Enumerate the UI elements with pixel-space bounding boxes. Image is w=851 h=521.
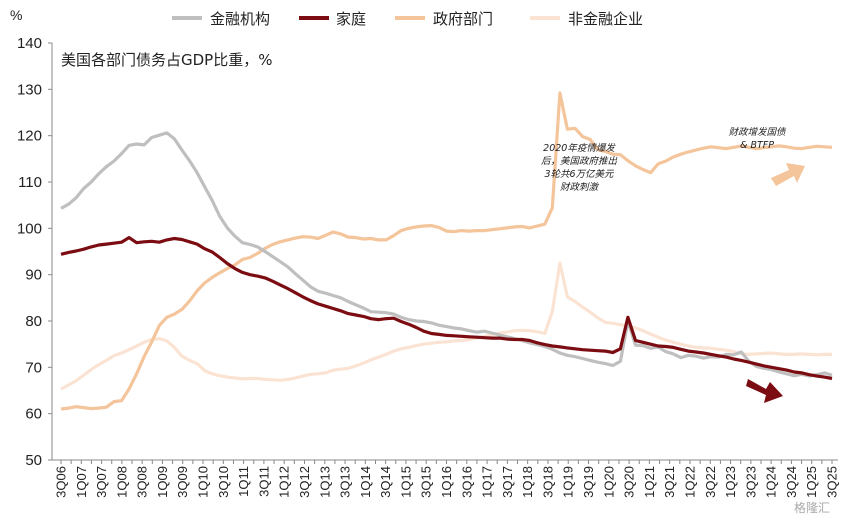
x-tick-label: 3Q24 xyxy=(784,466,799,498)
x-tick-label: 1Q16 xyxy=(439,466,454,498)
annotation-covid-line-2: 后，美国政府推出 xyxy=(541,155,618,167)
x-tick-label: 3Q10 xyxy=(216,466,231,498)
x-tick-label: 1Q12 xyxy=(277,466,292,498)
annotation-btfp-line-1: 财政增发国债 xyxy=(728,126,787,138)
y-tick-label: 100 xyxy=(17,220,42,237)
legend-label-financial: 金融机构 xyxy=(210,10,270,28)
y-axis-unit: % xyxy=(10,7,22,23)
y-tick-label: 110 xyxy=(18,174,42,191)
x-tick-label: 3Q20 xyxy=(622,466,637,498)
annotation-covid-line-4: 财政刺激 xyxy=(560,182,600,193)
annotation-btfp-line-2: & BTFP xyxy=(740,140,774,151)
x-tick-label: 3Q15 xyxy=(419,466,434,498)
x-tick-label: 1Q24 xyxy=(764,466,779,498)
y-tick-label: 130 xyxy=(17,81,42,98)
x-tick-label: 1Q25 xyxy=(804,466,819,498)
series-layer xyxy=(60,91,833,411)
x-tick-label: 3Q12 xyxy=(297,466,312,498)
y-tick-label: 90 xyxy=(25,267,42,284)
x-tick-label: 3Q14 xyxy=(378,466,393,498)
y-tick-label: 140 xyxy=(17,35,42,52)
annotation-btfp: 财政增发国债 & BTFP xyxy=(728,126,787,151)
x-tick-label: 1Q07 xyxy=(74,466,89,498)
y-tick-label: 120 xyxy=(17,128,42,145)
x-tick-label: 1Q15 xyxy=(398,466,413,498)
x-tick-label: 3Q22 xyxy=(703,466,718,498)
y-tick-label: 80 xyxy=(25,313,42,330)
x-tick-label: 3Q11 xyxy=(256,466,271,497)
x-tick-label: 3Q08 xyxy=(135,466,150,498)
government-up-arrow xyxy=(771,163,805,186)
y-tick-label: 50 xyxy=(25,452,42,469)
x-tick-label: 1Q19 xyxy=(561,466,576,498)
legend-label-government: 政府部门 xyxy=(433,10,493,28)
x-tick-label: 3Q23 xyxy=(743,466,758,498)
x-tick-label: 1Q14 xyxy=(358,466,373,498)
x-tick-label: 3Q13 xyxy=(338,466,353,498)
series-line-household xyxy=(60,236,833,381)
x-tick-label: 3Q25 xyxy=(825,466,840,498)
chart-title: 美国各部门债务占GDP比重，% xyxy=(61,51,272,69)
y-tick-label: 70 xyxy=(25,359,42,376)
x-tick-label: 1Q08 xyxy=(114,466,129,498)
x-tick-label: 1Q18 xyxy=(520,466,535,498)
x-tick-label: 1Q10 xyxy=(196,466,211,498)
household-down-arrow xyxy=(746,379,783,403)
x-tick-label: 1Q20 xyxy=(601,466,616,498)
x-tick-label: 3Q18 xyxy=(540,466,555,498)
y-tick-group: 50 60 70 80 90 100 110 120 130 140 xyxy=(17,35,52,469)
series-line-government xyxy=(60,91,833,411)
series-line-financial xyxy=(60,131,833,378)
x-tick-label: 1Q09 xyxy=(155,466,170,498)
x-tick-label: 1Q17 xyxy=(480,466,495,498)
watermark-text: 格隆汇 xyxy=(794,500,830,515)
annotation-covid-stimulus: 2020年疫情爆发 后，美国政府推出 3轮共6万亿美元 财政刺激 xyxy=(541,142,618,193)
x-tick-label: 3Q19 xyxy=(581,466,596,498)
annotation-covid-line-1: 2020年疫情爆发 xyxy=(543,142,616,154)
x-tick-label: 3Q09 xyxy=(175,466,190,498)
x-tick-label: 3Q16 xyxy=(459,466,474,498)
x-tick-label: 1Q23 xyxy=(723,466,738,498)
y-tick-label: 60 xyxy=(25,406,42,423)
x-tick-label: 3Q07 xyxy=(94,466,109,498)
x-tick-label: 3Q21 xyxy=(662,466,677,498)
x-tick-label: 1Q11 xyxy=(236,466,251,497)
x-tick-label: 1Q22 xyxy=(682,466,697,498)
x-tick-group: 3Q06 1Q07 3Q07 1Q08 3Q08 1Q09 3Q09 1Q10 3Q10 1Q11… xyxy=(54,460,840,498)
legend-label-corporate: 非金融企业 xyxy=(568,10,643,28)
legend: 金融机构 家庭 政府部门 非金融企业 xyxy=(172,10,643,28)
x-tick-label: 1Q13 xyxy=(317,466,332,498)
series-line-corporate xyxy=(60,261,832,391)
x-tick-label: 3Q06 xyxy=(54,466,69,498)
x-tick-label: 3Q17 xyxy=(500,466,515,498)
legend-label-household: 家庭 xyxy=(336,10,366,28)
annotation-covid-line-3: 3轮共6万亿美元 xyxy=(544,168,615,180)
x-tick-label: 1Q21 xyxy=(642,466,657,498)
